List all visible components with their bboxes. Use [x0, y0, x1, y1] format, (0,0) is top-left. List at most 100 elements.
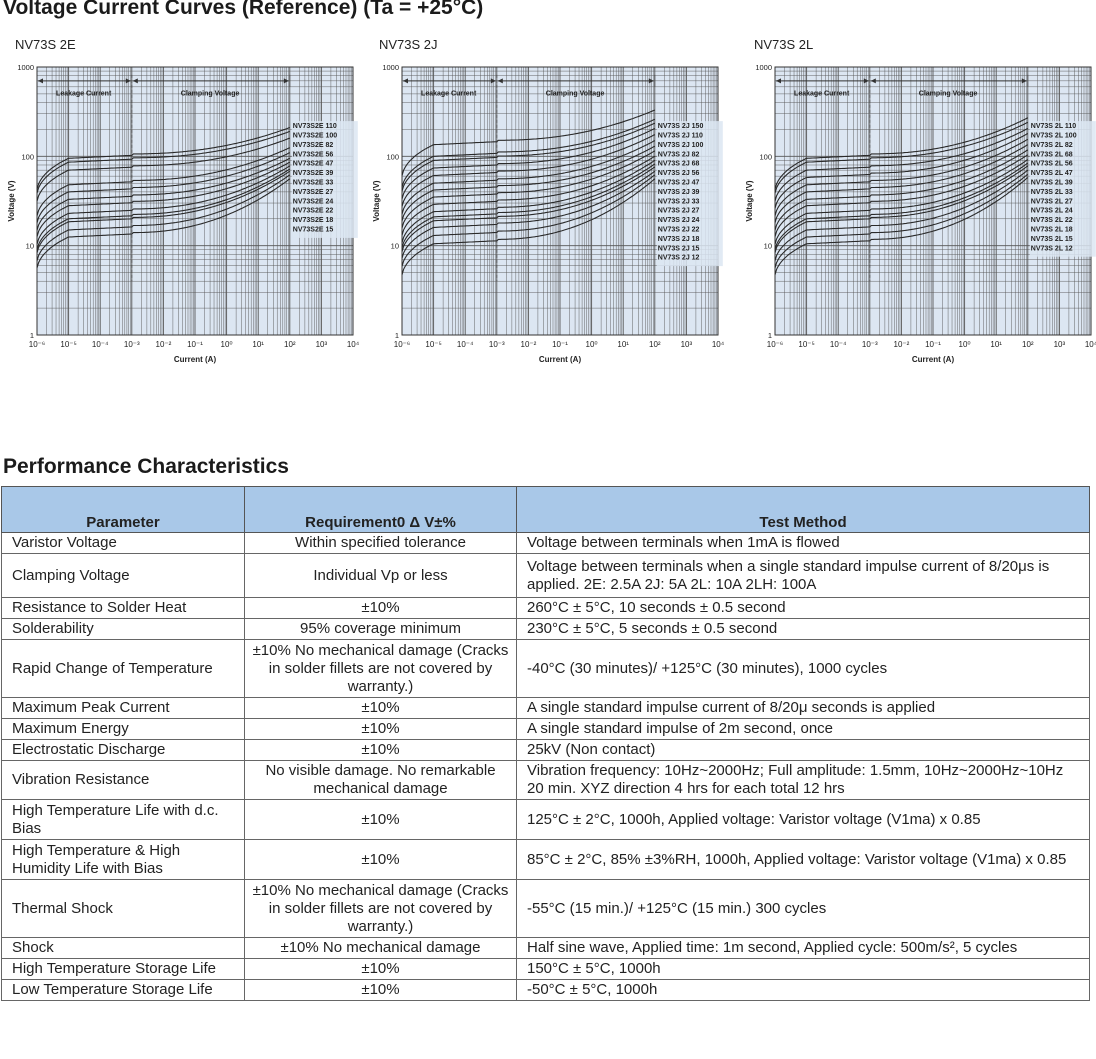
cell-parameter: High Temperature & High Humidity Life wi…: [1, 839, 245, 880]
y-tick-label: 100: [759, 152, 772, 161]
cell-requirement: ±10%: [244, 697, 517, 719]
cell-requirement: ±10%: [244, 958, 517, 980]
cell-parameter: Clamping Voltage: [1, 553, 245, 598]
cell-test-method: Voltage between terminals when 1mA is fl…: [516, 532, 1090, 554]
series-curve: [774, 128, 1029, 202]
y-tick-label: 1000: [17, 63, 34, 72]
legend-entry: NV73S 2J 12: [658, 255, 700, 262]
legend-entry: NV73S 2J 24: [658, 217, 700, 224]
y-tick-label: 10: [764, 242, 772, 251]
series-curve: [401, 109, 656, 176]
series-curve: [774, 149, 1029, 231]
x-tick-label: 10⁻³: [124, 340, 140, 349]
y-axis-label: Voltage (V): [372, 180, 381, 222]
legend-entry: NV73S2E 56: [293, 151, 334, 158]
series-curve: [36, 147, 291, 216]
table-row: Vibration Resistance No visible damage. N…: [1, 760, 1090, 800]
y-tick-label: 10: [26, 242, 34, 251]
series-curve: [401, 163, 656, 249]
x-tick-label: 10³: [316, 340, 328, 349]
legend-entry: NV73S 2J 22: [658, 226, 700, 233]
performance-table: Parameter Requirement0 Δ V±% Test Method…: [1, 486, 1090, 1001]
cell-requirement: Within specified tolerance: [244, 532, 517, 554]
series-curve: [774, 154, 1029, 237]
x-tick-label: 10⁻⁴: [92, 340, 109, 349]
x-tick-label: 10⁰: [586, 340, 598, 349]
vi-chart-2e: 10⁻⁶ 10⁻⁵ 10⁻⁴ 10⁻³ 10⁻² 10⁻¹ 10⁰ 10¹ 10² 10³ 10⁴ 1…: [7, 63, 360, 364]
legend-entry: NV73S2E 110: [293, 123, 337, 130]
legend-entry: NV73S 2L 24: [1031, 208, 1073, 215]
cell-test-method: A single standard impulse current of 8/2…: [516, 697, 1090, 719]
series-curve: [401, 155, 656, 236]
legend-entry: NV73S 2L 27: [1031, 198, 1073, 205]
cell-requirement: ±10%: [244, 979, 517, 1001]
region-label-leakage: Leakage Current: [56, 90, 112, 97]
region-arrows: [403, 74, 656, 282]
x-tick-label: 10²: [649, 340, 661, 349]
series-curve: [774, 117, 1029, 190]
table-row: High Temperature Storage Life ±10% 150°C ±…: [1, 958, 1090, 980]
legend-entry: NV73S 2L 39: [1031, 179, 1073, 186]
cell-requirement: Individual Vp or less: [244, 553, 517, 598]
cell-parameter: Vibration Resistance: [1, 760, 245, 800]
y-axis-label: Voltage (V): [745, 180, 754, 222]
legend-entry: NV73S 2L 15: [1031, 236, 1073, 243]
cell-parameter: High Temperature Life with d.c. Bias: [1, 799, 245, 840]
y-tick-label: 1: [768, 331, 772, 340]
cell-parameter: High Temperature Storage Life: [1, 958, 245, 980]
x-tick-label: 10⁻⁴: [457, 340, 474, 349]
series-curve: [401, 178, 656, 275]
cell-parameter: Maximum Energy: [1, 718, 245, 740]
x-tick-label: 10⁰: [959, 340, 971, 349]
x-tick-label: 10⁻³: [489, 340, 505, 349]
cell-requirement: ±10%: [244, 597, 517, 619]
cell-requirement: ±10% No mechanical damage (Cracks in sol…: [244, 639, 517, 698]
legend-entry: NV73S2E 27: [293, 189, 334, 196]
x-tick-label: 10⁻⁶: [767, 340, 783, 349]
region-label-leakage: Leakage Current: [794, 90, 850, 97]
region-label-clamping: Clamping Voltage: [546, 90, 605, 97]
cell-parameter: Varistor Voltage: [1, 532, 245, 554]
x-tick-label: 10⁻²: [521, 340, 537, 349]
table-row: Resistance to Solder Heat ±10% 260°C ± 5°C…: [1, 597, 1090, 619]
cell-requirement: No visible damage. No remarkable mechani…: [244, 760, 517, 800]
table-header-row: Parameter Requirement0 Δ V±% Test Method: [1, 486, 1090, 533]
x-axis-label: Current (A): [912, 355, 955, 364]
table-row: Rapid Change of Temperature ±10% No mecha…: [1, 639, 1090, 698]
cell-parameter: Resistance to Solder Heat: [1, 597, 245, 619]
chart-title-2e: NV73S 2E: [15, 37, 76, 52]
table-row: Electrostatic Discharge ±10% 25kV (Non con…: [1, 739, 1090, 761]
header-requirement: Requirement0 Δ V±%: [244, 486, 517, 533]
cell-test-method: Voltage between terminals when a single …: [516, 553, 1090, 598]
legend-entry: NV73S 2L 100: [1031, 132, 1077, 139]
legend-entry: NV73S 2L 18: [1031, 226, 1073, 233]
x-tick-label: 10³: [681, 340, 693, 349]
cell-test-method: Half sine wave, Applied time: 1m second,…: [516, 937, 1090, 959]
x-tick-label: 10⁻³: [862, 340, 878, 349]
cell-test-method: -50°C ± 5°C, 1000h: [516, 979, 1090, 1001]
series-curve: [774, 173, 1029, 269]
x-tick-label: 10⁴: [347, 340, 360, 349]
series-curve: [401, 174, 656, 267]
cell-test-method: 25kV (Non contact): [516, 739, 1090, 761]
x-tick-label: 10¹: [252, 340, 264, 349]
series-curve: [401, 140, 656, 215]
legend: NV73S2E 110 NV73S2E 100 NV73S2E 82 NV73S2E …: [291, 121, 358, 238]
curves: [401, 109, 656, 275]
x-tick-label: 10¹: [990, 340, 1002, 349]
x-tick-label: 10⁻⁶: [394, 340, 410, 349]
legend-entry: NV73S 2J 47: [658, 179, 700, 186]
cell-requirement: 95% coverage minimum: [244, 618, 517, 640]
legend-entry: NV73S 2J 39: [658, 189, 700, 196]
x-tick-label: 10⁻⁶: [29, 340, 45, 349]
series-curve: [36, 170, 291, 253]
series-curve: [36, 165, 291, 245]
legend-entry: NV73S 2J 56: [658, 170, 700, 177]
header-parameter: Parameter: [1, 486, 245, 533]
table-row: Low Temperature Storage Life ±10% -50°C ± …: [1, 979, 1090, 1001]
chart-title-2l: NV73S 2L: [754, 37, 814, 52]
legend-entry: NV73S2E 33: [293, 179, 334, 186]
legend-entry: NV73S2E 39: [293, 170, 334, 177]
x-axis-label: Current (A): [539, 355, 582, 364]
x-tick-label: 10²: [284, 340, 296, 349]
